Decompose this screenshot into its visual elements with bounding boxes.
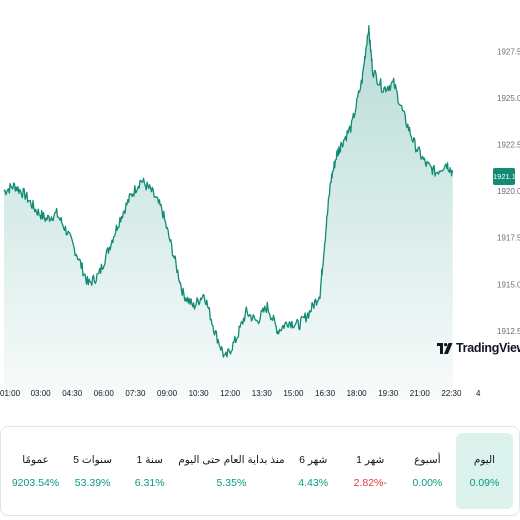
period-change-value: 4.43%	[298, 476, 329, 489]
x-tick-label: 06:00	[94, 389, 115, 398]
y-tick-label: 1920.00	[497, 187, 520, 196]
period-change-value: 6.31%	[134, 476, 165, 489]
period-label: اليوم	[473, 453, 496, 466]
chart-svg[interactable]: 1927.50 1925.00 1922.50 1920.00 1917.50 1915.…	[0, 0, 520, 400]
y-tick-label: 1917.50	[497, 234, 520, 243]
x-tick-label: 21:00	[410, 389, 431, 398]
period-cell[interactable]: أسبوع 0.00%	[399, 433, 456, 509]
x-tick-label: 01:00	[0, 389, 21, 398]
x-tick-label: 22:30	[441, 389, 462, 398]
period-change-value: 2.82%-	[353, 476, 387, 489]
x-tick-label: 04:30	[62, 389, 83, 398]
current-price-badge: 1921.18	[493, 168, 520, 185]
x-tick-label: 07:30	[125, 389, 146, 398]
x-tick-label: 10:30	[189, 389, 210, 398]
x-tick-label: 15:00	[283, 389, 304, 398]
x-tick-label: 12:00	[220, 389, 241, 398]
price-area-fill	[4, 25, 453, 400]
y-tick-label: 1912.50	[497, 327, 520, 336]
period-cell[interactable]: عمومًا 9203.54%	[7, 433, 64, 509]
period-label: 1 سنة	[136, 453, 163, 466]
x-tick-label: 16:30	[315, 389, 336, 398]
x-tick-label: 09:00	[157, 389, 178, 398]
x-tick-label: 4	[476, 389, 481, 398]
y-tick-label: 1927.50	[497, 48, 520, 57]
period-label: 5 سنوات	[73, 453, 113, 466]
period-change-value: 0.00%	[412, 476, 443, 489]
y-tick-label: 1925.00	[497, 94, 520, 103]
period-label: 1 شهر	[356, 453, 385, 466]
tradingview-logo-icon	[437, 342, 453, 354]
period-cell[interactable]: منذ بداية العام حتى اليوم 5.35%	[178, 433, 284, 509]
period-change-value: 5.35%	[216, 476, 247, 489]
x-tick-label: 03:00	[31, 389, 52, 398]
period-cell[interactable]: اليوم 0.09%	[455, 433, 513, 509]
period-cell[interactable]: 5 سنوات 53.39%	[64, 433, 121, 509]
period-label: عمومًا	[22, 453, 49, 466]
period-cell[interactable]: 1 سنة 6.31%	[121, 433, 178, 509]
period-change-value: 53.39%	[74, 476, 111, 489]
period-change-value: 9203.54%	[11, 476, 60, 489]
price-chart[interactable]: 1927.50 1925.00 1922.50 1920.00 1917.50 1915.…	[0, 0, 520, 400]
x-tick-label: 18:00	[347, 389, 368, 398]
period-cell[interactable]: 1 شهر 2.82%-	[342, 433, 399, 509]
period-change-value: 0.09%	[469, 476, 500, 489]
x-tick-label: 13:30	[252, 389, 273, 398]
period-label: أسبوع	[414, 453, 441, 466]
tradingview-logo-text: TradingView	[456, 341, 520, 355]
period-label: منذ بداية العام حتى اليوم	[178, 453, 285, 466]
period-cell[interactable]: 6 شهر 4.43%	[285, 433, 342, 509]
tradingview-logo[interactable]: TradingView	[437, 338, 520, 358]
y-tick-label: 1915.00	[497, 280, 520, 289]
y-tick-label: 1922.50	[497, 141, 520, 150]
price-series-line	[3, 25, 454, 358]
x-tick-label: 19:30	[378, 389, 399, 398]
performance-periods: اليوم 0.09% أسبوع 0.00% 1 شهر 2.82%- 6 شهر 4.43…	[0, 426, 520, 516]
period-label: 6 شهر	[299, 453, 328, 466]
